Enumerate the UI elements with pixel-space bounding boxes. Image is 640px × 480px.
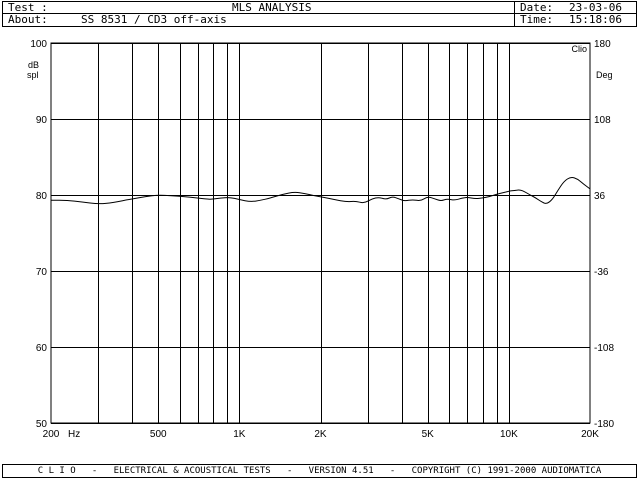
- y-right-tick-label: 36: [594, 191, 606, 202]
- analysis-title: MLS ANALYSIS: [232, 1, 312, 14]
- x-tick-label: 1K: [233, 429, 246, 440]
- time-value: 15:18:06: [569, 13, 622, 26]
- x-axis-unit: Hz: [68, 429, 80, 440]
- y-left-tick-label: 100: [30, 39, 47, 50]
- x-tick-label: 5K: [422, 429, 435, 440]
- y-left-unit-db: dB: [28, 60, 39, 70]
- y-right-tick-label: 180: [594, 39, 611, 50]
- y-right-tick-label: -180: [594, 419, 614, 430]
- header-divider: [3, 13, 636, 14]
- y-left-tick-label: 50: [36, 419, 48, 430]
- date-value: 23-03-06: [569, 1, 622, 14]
- footer-bar: C L I O - ELECTRICAL & ACOUSTICAL TESTS …: [2, 464, 637, 478]
- y-left-tick-label: 70: [36, 267, 48, 278]
- y-right-unit-deg: Deg: [596, 70, 613, 80]
- x-tick-label: 10K: [500, 429, 518, 440]
- time-label: Time:: [520, 13, 554, 26]
- plot-frame: [50, 42, 591, 424]
- header-separator: [514, 2, 515, 26]
- y-right-tick-label: -36: [594, 267, 609, 278]
- x-tick-label: 200: [43, 429, 60, 440]
- about-label: About:: [8, 13, 48, 26]
- header-panel: Test : MLS ANALYSIS About: SS 8531 / CD3…: [2, 1, 637, 27]
- spl-response-curve: [51, 177, 591, 205]
- y-right-tick-label: -108: [594, 343, 614, 354]
- y-left-tick-label: 80: [36, 191, 48, 202]
- date-label: Date:: [520, 1, 554, 14]
- curve-layer: [51, 177, 591, 205]
- x-tick-label: 2K: [314, 429, 327, 440]
- test-label: Test :: [8, 1, 48, 14]
- y-right-tick-label: 108: [594, 115, 611, 126]
- axis-labels: 200 500 1K 2K 5K 10K 20K 100 90 80 70 60 50 180 108 36 -…: [30, 39, 614, 440]
- y-left-tick-label: 90: [36, 115, 48, 126]
- clio-brand-label: Clio: [571, 44, 587, 54]
- about-value: SS 8531 / CD3 off-axis: [81, 13, 227, 26]
- x-tick-label: 500: [150, 429, 167, 440]
- grid: [51, 43, 590, 424]
- y-left-unit-spl: spl: [27, 70, 39, 80]
- x-tick-label: 20K: [581, 429, 599, 440]
- y-left-tick-label: 60: [36, 343, 48, 354]
